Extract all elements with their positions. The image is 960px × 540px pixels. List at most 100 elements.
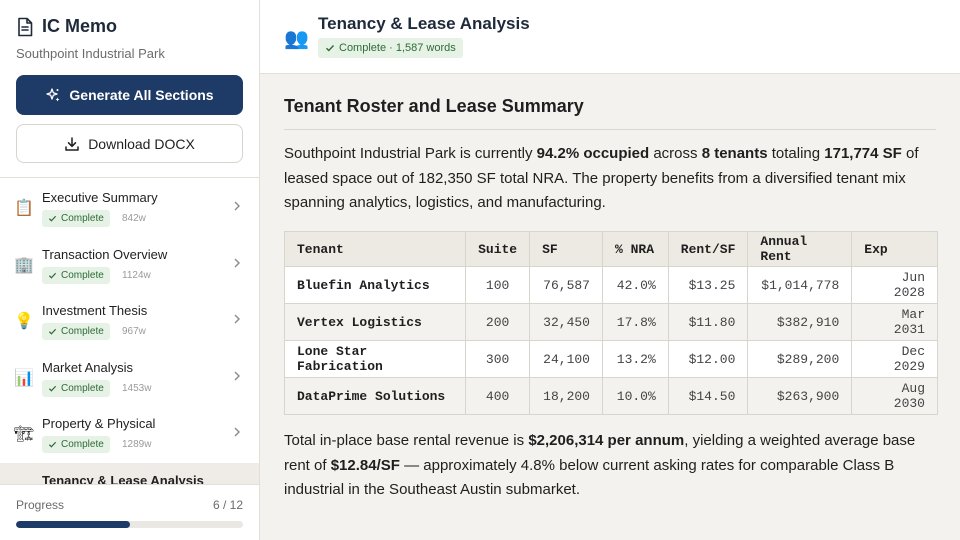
expiration: Mar 2031 [851, 303, 938, 341]
expiration: Aug 2030 [851, 377, 938, 415]
status-badge: Complete [42, 436, 110, 453]
download-docx-label: Download DOCX [88, 135, 195, 152]
section-title: Investment Thesis [42, 303, 148, 318]
document-icon [18, 17, 33, 36]
status-badge: Complete [42, 380, 110, 397]
rent-per-sf: $14.50 [667, 377, 749, 415]
check-icon [48, 272, 57, 279]
expiration: Jun 2028 [851, 266, 938, 304]
sidebar-item-property-physical[interactable]: 🏗 Property & Physical Complete 1289w [0, 404, 259, 460]
table-header-row: Tenant Suite SF % NRA Rent/SF Annual Ren… [283, 231, 938, 267]
square-feet: 32,450 [529, 303, 603, 341]
expiration: Dec 2029 [851, 340, 938, 378]
column-header: Tenant [283, 231, 467, 267]
sidebar: IC Memo Southpoint Industrial Park Gener… [0, 0, 260, 540]
table-row: DataPrime Solutions 400 18,200 10.0% $14… [283, 377, 938, 415]
annual-rent: $289,200 [747, 340, 853, 378]
word-count: 1124w [122, 270, 151, 281]
content-heading: Tenant Roster and Lease Summary [284, 96, 584, 116]
property-name: Southpoint Industrial Park [16, 46, 165, 61]
square-feet: 24,100 [529, 340, 603, 378]
column-header: % NRA [601, 231, 669, 267]
tenant-roster-table: Tenant Suite SF % NRA Rent/SF Annual Ren… [283, 231, 938, 415]
suite: 200 [465, 303, 531, 341]
suite: 100 [465, 266, 531, 304]
download-icon [65, 136, 79, 151]
chevron-right-icon [234, 314, 240, 324]
word-count: 842w [122, 213, 146, 224]
table-row: Vertex Logistics 200 32,450 17.8% $11.80… [283, 303, 938, 341]
generate-all-button[interactable]: Generate All Sections [16, 75, 243, 115]
status-badge: Complete [42, 267, 110, 284]
sparkle-icon [46, 88, 60, 102]
sidebar-item-investment-thesis[interactable]: 💡 Investment Thesis Complete 967w [0, 291, 259, 347]
brand: IC Memo [16, 16, 117, 37]
download-docx-button[interactable]: Download DOCX [16, 124, 243, 163]
word-count: 1453w [122, 383, 152, 394]
app-title: IC Memo [42, 16, 118, 36]
status-text: Complete · 1,587 words [339, 42, 456, 54]
word-count: 967w [122, 326, 146, 337]
progress-label: Progress [16, 498, 65, 512]
progress-fill [16, 521, 130, 528]
square-feet: 76,587 [529, 266, 603, 304]
status-badge: Complete [42, 210, 110, 227]
status-text: Complete [61, 213, 104, 224]
tenant-name: Bluefin Analytics [283, 266, 467, 304]
chevron-right-icon [234, 371, 240, 381]
sidebar-item-transaction-overview[interactable]: 🏢 Transaction Overview Complete 1124w [0, 235, 259, 291]
section-title: Tenancy & Lease Analysis [42, 473, 204, 484]
rent-per-sf: $13.25 [667, 266, 749, 304]
chevron-right-icon [234, 258, 240, 268]
annual-rent: $382,910 [747, 303, 853, 341]
check-icon [326, 45, 335, 52]
suite: 400 [465, 377, 531, 415]
table-row: Bluefin Analytics 100 76,587 42.0% $13.2… [283, 266, 938, 304]
status-text: Complete [61, 383, 104, 394]
check-icon [48, 441, 57, 448]
status-badge: Complete [42, 323, 110, 340]
check-icon [48, 215, 57, 222]
tenant-name: Lone Star Fabrication [283, 340, 467, 378]
section-header: 👥 Tenancy & Lease Analysis Complete · 1,… [260, 0, 960, 74]
light-bulb-icon: 💡 [14, 313, 34, 330]
word-count: 1289w [122, 439, 152, 450]
percent-nra: 13.2% [601, 340, 669, 378]
progress-bar [16, 521, 243, 528]
column-header: Suite [465, 231, 531, 267]
status-badge: Complete · 1,587 words [318, 38, 463, 58]
rent-per-sf: $12.00 [667, 340, 749, 378]
summary-paragraph: Total in-place base rental revenue is $2… [284, 432, 916, 498]
column-header: Exp [851, 231, 938, 267]
heading-divider [284, 129, 936, 130]
section-title: Market Analysis [42, 360, 134, 375]
construction-crane-icon: 🏗 [14, 426, 35, 443]
status-text: Complete [61, 326, 104, 337]
status-text: Complete [61, 270, 104, 281]
office-building-icon: 🏢 [14, 257, 34, 274]
section-title: Transaction Overview [42, 247, 168, 262]
check-icon [48, 385, 57, 392]
sidebar-item-market-analysis[interactable]: 📊 Market Analysis Complete 1453w [0, 348, 259, 404]
generate-all-label: Generate All Sections [69, 87, 214, 103]
intro-paragraph: Southpoint Industrial Park is currently … [284, 145, 919, 211]
progress-count: 6 / 12 [212, 498, 243, 512]
section-list: 📋 Executive Summary Complete 842w 🏢 Tran… [0, 178, 259, 484]
sidebar-divider [0, 177, 259, 178]
bar-chart-icon: 📊 [14, 370, 34, 387]
tenant-name: Vertex Logistics [283, 303, 467, 341]
status-text: Complete [61, 439, 104, 450]
tenant-name: DataPrime Solutions [283, 377, 467, 415]
chevron-right-icon [234, 427, 240, 437]
section-title: Executive Summary [42, 190, 158, 205]
sidebar-item-tenancy-lease[interactable]: Tenancy & Lease Analysis [0, 463, 259, 484]
chevron-right-icon [234, 201, 240, 211]
table-row: Lone Star Fabrication 300 24,100 13.2% $… [283, 340, 938, 378]
percent-nra: 17.8% [601, 303, 669, 341]
section-title: Property & Physical [42, 416, 156, 431]
column-header: SF [529, 231, 603, 267]
square-feet: 18,200 [529, 377, 603, 415]
sidebar-item-executive-summary[interactable]: 📋 Executive Summary Complete 842w [0, 178, 259, 234]
suite: 300 [465, 340, 531, 378]
clipboard-icon: 📋 [14, 200, 34, 217]
